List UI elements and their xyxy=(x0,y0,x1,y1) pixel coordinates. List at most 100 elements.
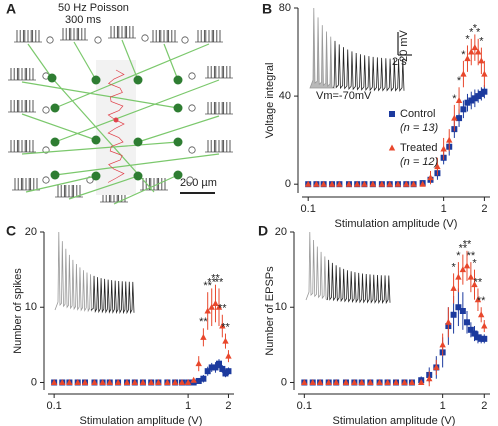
stim-site xyxy=(141,34,149,42)
inset-trace xyxy=(90,275,135,315)
neuron-soma xyxy=(113,117,119,123)
data-point xyxy=(351,378,358,385)
data-point xyxy=(446,136,453,143)
data-point xyxy=(459,308,466,314)
stim-arrow xyxy=(137,115,220,143)
stim-arrow xyxy=(21,81,179,109)
data-point xyxy=(460,70,467,77)
data-point xyxy=(481,322,488,329)
panel-a: A 50 Hz Poisson 300 ms 200 µm xyxy=(6,1,233,205)
stim-electrode xyxy=(91,75,101,85)
stim-electrode xyxy=(133,75,143,85)
data-point xyxy=(439,341,446,348)
significance: * xyxy=(465,33,470,45)
data-point xyxy=(215,303,223,310)
x-tick-label: 2 xyxy=(481,400,487,412)
x-tick-label: 0.1 xyxy=(297,400,312,412)
data-point xyxy=(147,378,155,385)
stim-site xyxy=(46,36,54,44)
data-point xyxy=(204,368,211,375)
data-point xyxy=(478,335,485,342)
significance: * xyxy=(473,22,478,34)
data-point xyxy=(386,180,393,187)
stim-electrode xyxy=(133,171,143,181)
x-tick-label: 2 xyxy=(481,203,487,215)
significance: * xyxy=(456,250,461,262)
inset-trace xyxy=(333,40,405,92)
data-point xyxy=(114,378,122,385)
significance: ** xyxy=(221,321,230,333)
data-point xyxy=(474,48,482,55)
data-point xyxy=(309,378,316,385)
significance: ** xyxy=(199,316,208,328)
data-point xyxy=(304,180,312,187)
data-point xyxy=(353,180,361,187)
data-point xyxy=(464,55,471,62)
legend-note: (n = 12) xyxy=(400,156,439,168)
significance: * xyxy=(461,49,466,61)
stim-site xyxy=(42,106,50,114)
y-tick-label: 40 xyxy=(279,90,291,102)
data-point xyxy=(215,360,222,367)
data-point xyxy=(208,303,215,310)
data-point xyxy=(74,378,81,385)
data-point xyxy=(131,378,139,385)
stim-site xyxy=(94,36,102,44)
data-point xyxy=(325,378,332,385)
stim-arrow xyxy=(21,141,179,155)
data-point xyxy=(440,145,447,152)
data-point xyxy=(474,334,481,341)
x-tick-label: 0.1 xyxy=(301,203,316,215)
stim-electrode xyxy=(50,137,60,147)
y-tick-label: 0 xyxy=(281,376,287,388)
data-point xyxy=(478,57,485,64)
stim-arrow xyxy=(73,41,97,81)
data-point xyxy=(328,180,336,187)
data-point xyxy=(336,180,343,187)
data-point xyxy=(463,262,471,269)
significance: ** xyxy=(467,250,476,262)
significance: ** xyxy=(459,242,468,254)
data-point xyxy=(345,180,353,187)
significance: * xyxy=(451,261,456,273)
data-point xyxy=(195,377,202,384)
data-point xyxy=(50,378,58,385)
data-point xyxy=(471,281,478,288)
stim-arrow xyxy=(54,79,220,143)
y-tick-label: 0 xyxy=(31,376,37,388)
stim-electrode xyxy=(91,171,101,181)
data-point xyxy=(66,378,73,385)
inset-trace xyxy=(309,7,336,89)
inset-trace xyxy=(326,259,391,305)
x-tick-label: 1 xyxy=(440,400,446,412)
panel-label: D xyxy=(258,223,268,239)
data-point xyxy=(99,378,106,385)
stim-site xyxy=(188,72,196,80)
stimulus-text: 50 Hz Poisson xyxy=(58,2,129,14)
data-point xyxy=(419,180,426,187)
slice xyxy=(96,60,136,195)
stim-site xyxy=(186,176,194,184)
y-tick-label: 10 xyxy=(275,301,287,313)
y-tick-label: 80 xyxy=(279,2,291,14)
data-point xyxy=(455,97,463,103)
y-axis-label: Voltage integral xyxy=(264,63,276,139)
data-point xyxy=(178,378,186,385)
data-point xyxy=(313,180,320,187)
data-point xyxy=(392,378,400,385)
stim-electrode xyxy=(173,170,183,180)
data-point xyxy=(460,106,467,113)
annotation: 2 s xyxy=(392,56,407,68)
legend-marker xyxy=(388,144,396,151)
data-point xyxy=(219,322,226,329)
data-point xyxy=(463,319,470,326)
stim-electrode xyxy=(91,135,101,145)
data-point xyxy=(333,378,340,385)
data-point xyxy=(212,364,219,371)
significance: * xyxy=(452,93,457,105)
data-point xyxy=(468,97,475,104)
annotation: Vm=-70mV xyxy=(316,90,372,102)
data-point xyxy=(418,378,425,385)
data-point xyxy=(471,95,478,102)
data-point xyxy=(171,378,179,385)
